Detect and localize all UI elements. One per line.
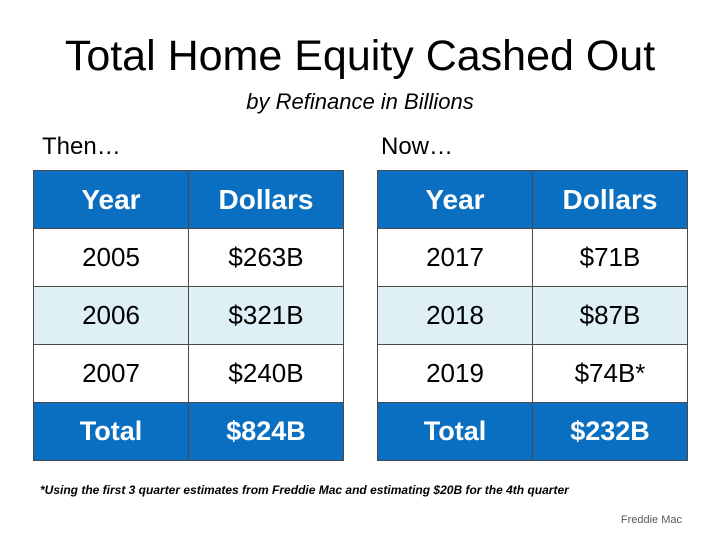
total-row: Total $824B	[33, 402, 344, 461]
column-header-year: Year	[33, 170, 189, 229]
dollars-cell: $240B	[188, 344, 344, 403]
total-label-cell: Total	[33, 402, 189, 461]
dollars-cell: $321B	[188, 286, 344, 345]
then-table: Year Dollars 2005 $263B 2006 $321B 2007 …	[33, 170, 344, 461]
table-row: 2005 $263B	[33, 228, 344, 287]
table-row: 2007 $240B	[33, 344, 344, 403]
dollars-cell: $263B	[188, 228, 344, 287]
table-header-row: Year Dollars	[377, 170, 688, 229]
year-cell: 2007	[33, 344, 189, 403]
year-cell: 2019	[377, 344, 533, 403]
now-label: Now…	[381, 133, 454, 160]
total-label-cell: Total	[377, 402, 533, 461]
year-cell: 2006	[33, 286, 189, 345]
page-subtitle: by Refinance in Billions	[246, 89, 474, 114]
year-cell: 2017	[377, 228, 533, 287]
table-row: 2018 $87B	[377, 286, 688, 345]
now-table: Year Dollars 2017 $71B 2018 $87B 2019 $7…	[377, 170, 688, 461]
page-title: Total Home Equity Cashed Out	[64, 32, 656, 80]
column-header-dollars: Dollars	[188, 170, 344, 229]
table-row: 2006 $321B	[33, 286, 344, 345]
year-cell: 2005	[33, 228, 189, 287]
table-row: 2017 $71B	[377, 228, 688, 287]
table-header-row: Year Dollars	[33, 170, 344, 229]
total-value-cell: $232B	[532, 402, 688, 461]
column-header-year: Year	[377, 170, 533, 229]
total-row: Total $232B	[377, 402, 688, 461]
then-label: Then…	[42, 133, 121, 160]
dollars-cell: $71B	[532, 228, 688, 287]
source-credit: Freddie Mac	[620, 514, 682, 526]
table-row: 2019 $74B*	[377, 344, 688, 403]
total-value-cell: $824B	[188, 402, 344, 461]
year-cell: 2018	[377, 286, 533, 345]
column-header-dollars: Dollars	[532, 170, 688, 229]
footnote: *Using the first 3 quarter estimates fro…	[40, 483, 569, 497]
dollars-cell: $87B	[532, 286, 688, 345]
dollars-cell: $74B*	[532, 344, 688, 403]
